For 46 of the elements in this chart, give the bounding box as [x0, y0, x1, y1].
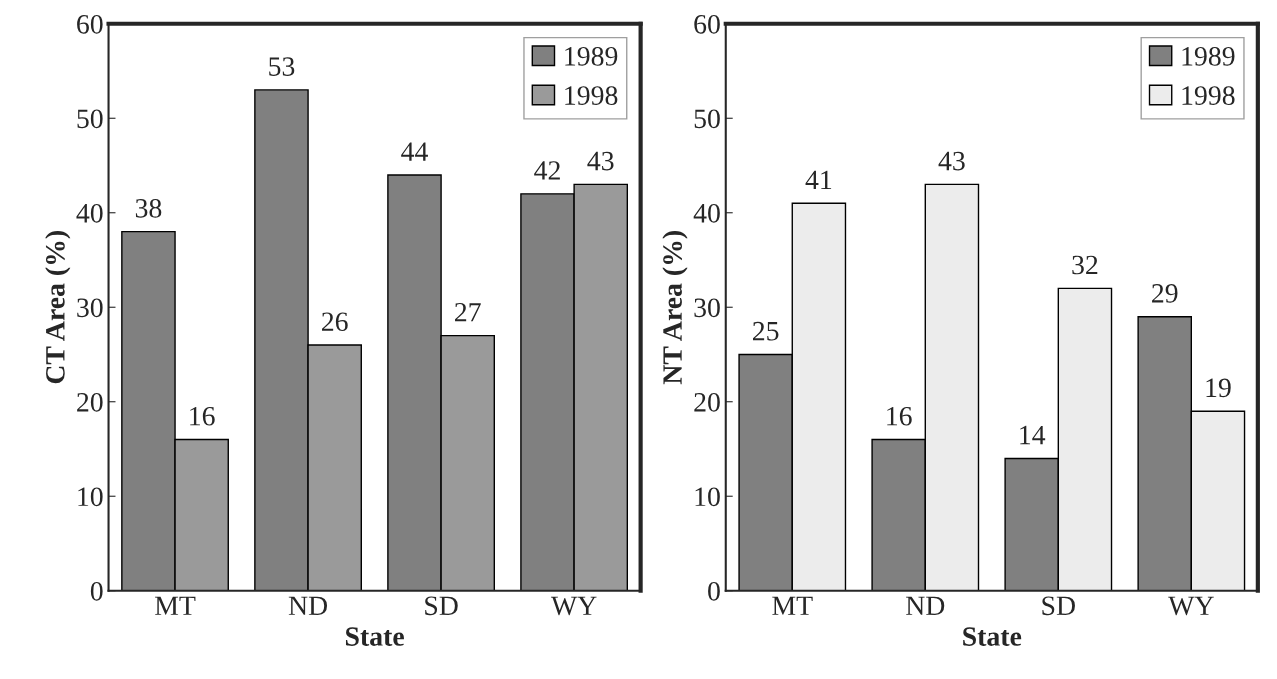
y-tick-label: 20 — [694, 392, 720, 412]
data-label: 29 — [1152, 284, 1178, 303]
y-tick-label: 50 — [694, 109, 720, 129]
x-axis-title: State — [963, 627, 1022, 646]
data-label: 16 — [190, 406, 215, 426]
y-tick-label: 30 — [694, 298, 720, 318]
x-tick-label: ND — [288, 596, 328, 615]
legend-label: 1998 — [565, 86, 618, 105]
x-tick-label: ND — [906, 596, 945, 615]
y-tick-label: 10 — [78, 487, 103, 507]
data-label: 32 — [1072, 255, 1098, 275]
x-tick-label: SD — [1042, 596, 1075, 616]
data-label: 41 — [805, 170, 832, 190]
y-tick-label: 30 — [77, 298, 103, 318]
data-label: 43 — [938, 151, 965, 171]
data-label: 16 — [887, 406, 912, 426]
y-tick-label: 40 — [693, 203, 720, 223]
y-tick-label: 20 — [77, 392, 103, 412]
x-tick-label: WY — [551, 596, 597, 616]
legend-label: 1998 — [1182, 86, 1235, 105]
data-label: 25 — [753, 321, 779, 341]
y-tick-label: 10 — [695, 487, 720, 507]
y-tick-label: 50 — [77, 109, 103, 129]
x-axis-title: State — [345, 627, 404, 646]
y-tick-label: 60 — [77, 14, 103, 34]
x-tick-label: MT — [155, 596, 196, 615]
x-tick-label: SD — [425, 596, 458, 616]
y-axis-title: CT Area (%) — [45, 231, 71, 384]
y-tick-label: 60 — [694, 14, 720, 34]
data-label: 44 — [401, 142, 428, 161]
data-label: 27 — [455, 302, 481, 322]
legend-label: 1989 — [1182, 46, 1235, 66]
data-label: 38 — [135, 198, 162, 218]
legend-label: 1989 — [565, 46, 618, 66]
x-tick-label: WY — [1168, 596, 1214, 616]
y-tick-label: 40 — [76, 203, 103, 223]
y-tick-label: 0 — [90, 581, 103, 601]
data-label: 19 — [1206, 378, 1231, 398]
x-tick-label: MT — [772, 596, 813, 615]
data-label: 43 — [587, 151, 614, 171]
y-tick-label: 0 — [708, 581, 720, 601]
y-axis-title: NT Area (%) — [662, 231, 688, 385]
data-label: 26 — [322, 312, 348, 332]
data-label: 42 — [534, 161, 560, 180]
data-label: 14 — [1020, 425, 1046, 445]
data-label: 53 — [269, 57, 295, 76]
